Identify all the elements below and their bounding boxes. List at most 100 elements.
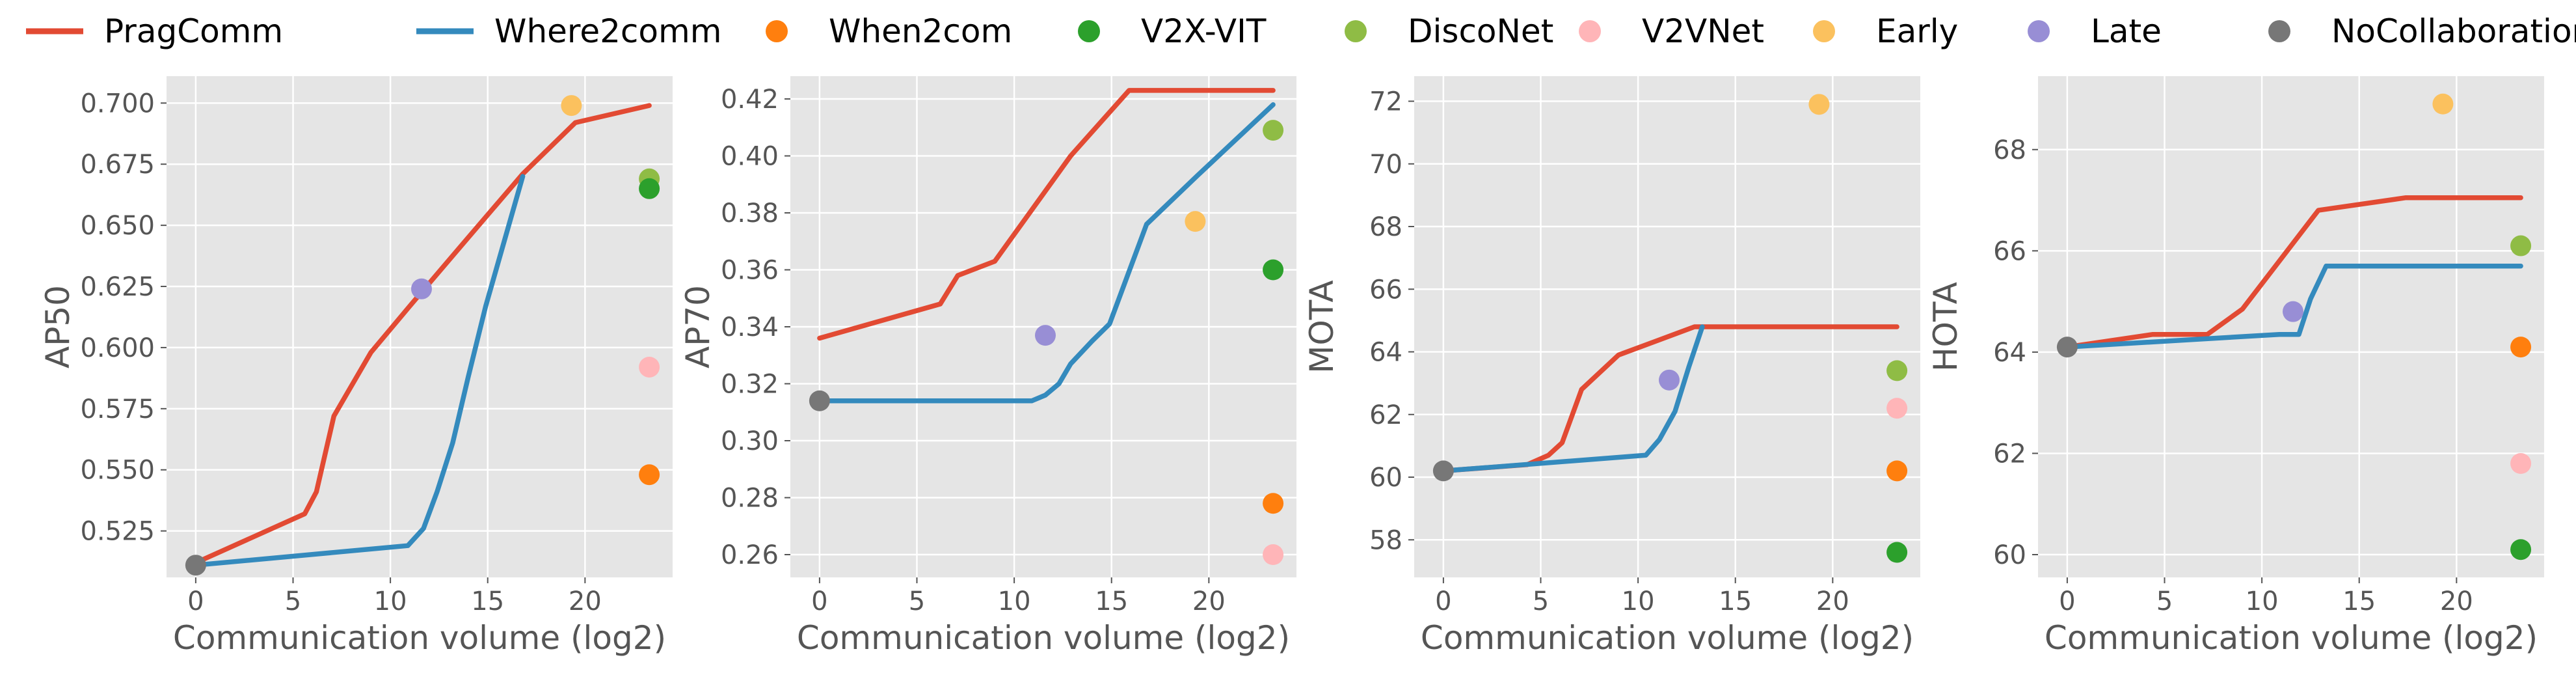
point-v2x-vit bbox=[639, 178, 660, 199]
point-when2com bbox=[1886, 460, 1908, 482]
y-tick-label: 60 bbox=[1993, 540, 2026, 570]
series-line-pragcomm bbox=[2065, 195, 2523, 350]
y-tick-label: 62 bbox=[1369, 400, 1402, 430]
point-disconet bbox=[1263, 120, 1284, 141]
y-tick-label: 68 bbox=[1369, 212, 1402, 242]
x-tick-label: 15 bbox=[1095, 587, 1128, 616]
x-tick-label: 0 bbox=[2059, 587, 2075, 616]
legend-disconet-label: DiscoNet bbox=[1408, 12, 1553, 50]
legend-v2x-vit-label: V2X-VIT bbox=[1141, 12, 1267, 50]
point-late bbox=[1034, 325, 1056, 346]
legend-nocollaboration-marker bbox=[2268, 20, 2290, 42]
y-tick-label: 0.625 bbox=[80, 272, 155, 302]
legend-when2com-marker bbox=[766, 20, 788, 42]
y-tick-label: 0.575 bbox=[80, 394, 155, 424]
x-axis-label: Communication volume (log2) bbox=[2045, 619, 2538, 657]
series-line-where2comm bbox=[2065, 263, 2523, 350]
x-axis-label: Communication volume (log2) bbox=[797, 619, 1290, 657]
y-axis-label: HOTA bbox=[1927, 282, 1965, 372]
plot-area bbox=[167, 76, 673, 577]
legend-disconet-marker bbox=[1345, 20, 1367, 42]
panel-mota: 0 5 10 15 20 58 60 62 64 66 68 70 72 Communication vo… bbox=[1303, 76, 1920, 657]
y-tick-label: 0.675 bbox=[80, 150, 155, 180]
panel-ap70: 0 5 10 15 20 0.26 0.28 0.30 0.32 0.34 0.36 0.38 0.40… bbox=[679, 76, 1296, 657]
point-when2com bbox=[1263, 493, 1284, 514]
x-tick-label: 5 bbox=[2156, 587, 2173, 616]
x-tick-label: 0 bbox=[187, 587, 204, 616]
point-nocollaboration bbox=[809, 390, 830, 411]
point-late bbox=[1658, 369, 1680, 391]
legend-v2x-vit-marker bbox=[1078, 20, 1100, 42]
x-tick-label: 5 bbox=[285, 587, 301, 616]
x-tick-label: 15 bbox=[2342, 587, 2376, 616]
x-tick-label: 10 bbox=[2246, 587, 2279, 616]
y-tick-label: 66 bbox=[1993, 236, 2026, 266]
point-v2vnet bbox=[1263, 544, 1284, 565]
point-v2vnet bbox=[1886, 398, 1908, 419]
legend-early-marker bbox=[1813, 20, 1835, 42]
legend-late-label: Late bbox=[2091, 12, 2162, 50]
y-tick-label: 0.38 bbox=[721, 199, 779, 228]
y-tick-label: 0.600 bbox=[80, 333, 155, 363]
y-tick-label: 64 bbox=[1369, 338, 1402, 368]
x-tick-label: 20 bbox=[1192, 587, 1226, 616]
point-early bbox=[561, 95, 582, 117]
x-tick-label: 10 bbox=[1622, 587, 1655, 616]
y-tick-label: 0.40 bbox=[721, 142, 779, 172]
y-tick-label: 0.34 bbox=[721, 312, 779, 342]
y-tick-label: 0.550 bbox=[80, 456, 155, 486]
legend-v2vnet-marker bbox=[1579, 20, 1601, 42]
legend-when2com-label: When2com bbox=[829, 12, 1012, 50]
y-tick-label: 0.36 bbox=[721, 256, 779, 286]
x-tick-label: 10 bbox=[998, 587, 1031, 616]
y-tick-label: 0.30 bbox=[721, 426, 779, 456]
point-disconet bbox=[1886, 360, 1908, 381]
series-line-where2comm bbox=[193, 174, 526, 568]
y-axis-label: AP50 bbox=[39, 285, 77, 368]
legend-v2vnet-label: V2VNet bbox=[1642, 12, 1764, 50]
point-nocollaboration bbox=[1432, 460, 1454, 482]
point-disconet bbox=[2510, 235, 2532, 256]
x-tick-label: 10 bbox=[374, 587, 407, 616]
y-tick-label: 60 bbox=[1369, 463, 1402, 493]
chart-panels: 0 5 10 15 20 0.525 0.550 0.575 0.600 0.625 0.650 0.… bbox=[39, 76, 2544, 657]
series-line-pragcomm bbox=[817, 88, 1276, 341]
y-tick-label: 0.650 bbox=[80, 211, 155, 241]
x-tick-label: 20 bbox=[2440, 587, 2473, 616]
point-when2com bbox=[2510, 337, 2532, 358]
point-early bbox=[1185, 211, 1206, 232]
point-when2com bbox=[639, 464, 660, 486]
legend-pragcomm-label: PragComm bbox=[104, 12, 283, 50]
x-tick-label: 5 bbox=[1533, 587, 1549, 616]
y-tick-label: 0.28 bbox=[721, 484, 779, 514]
x-tick-label: 5 bbox=[909, 587, 925, 616]
x-tick-label: 0 bbox=[1435, 587, 1451, 616]
x-tick-label: 15 bbox=[1719, 587, 1752, 616]
y-tick-label: 0.26 bbox=[721, 540, 779, 570]
x-tick-label: 20 bbox=[569, 587, 602, 616]
x-tick-label: 0 bbox=[811, 587, 827, 616]
point-v2x-vit bbox=[1886, 542, 1908, 563]
legend-nocollaboration-label: NoCollaboration bbox=[2331, 12, 2576, 50]
series-line-where2comm bbox=[817, 102, 1276, 404]
panel-ap50: 0 5 10 15 20 0.525 0.550 0.575 0.600 0.625 0.650 0.… bbox=[39, 76, 673, 657]
legend-where2comm-label: Where2comm bbox=[494, 12, 721, 50]
point-v2vnet bbox=[2510, 453, 2532, 474]
point-nocollaboration bbox=[185, 555, 206, 576]
y-tick-label: 0.32 bbox=[721, 370, 779, 400]
y-tick-label: 64 bbox=[1993, 338, 2026, 368]
y-axis-label: AP70 bbox=[679, 285, 717, 368]
panel-hota: 0 5 10 15 20 60 62 64 66 68 Communication volume (… bbox=[1927, 76, 2544, 657]
point-nocollaboration bbox=[2056, 337, 2078, 358]
legend: PragComm Where2comm When2com V2X-VIT DiscoNe… bbox=[26, 12, 2576, 50]
point-late bbox=[2282, 301, 2303, 322]
y-tick-label: 58 bbox=[1369, 525, 1402, 555]
y-tick-label: 68 bbox=[1993, 135, 2026, 165]
y-tick-label: 62 bbox=[1993, 439, 2026, 469]
x-tick-label: 15 bbox=[471, 587, 504, 616]
point-v2vnet bbox=[639, 356, 660, 378]
x-tick-label: 20 bbox=[1816, 587, 1849, 616]
y-tick-label: 72 bbox=[1369, 87, 1402, 117]
plot-area bbox=[2038, 76, 2544, 577]
